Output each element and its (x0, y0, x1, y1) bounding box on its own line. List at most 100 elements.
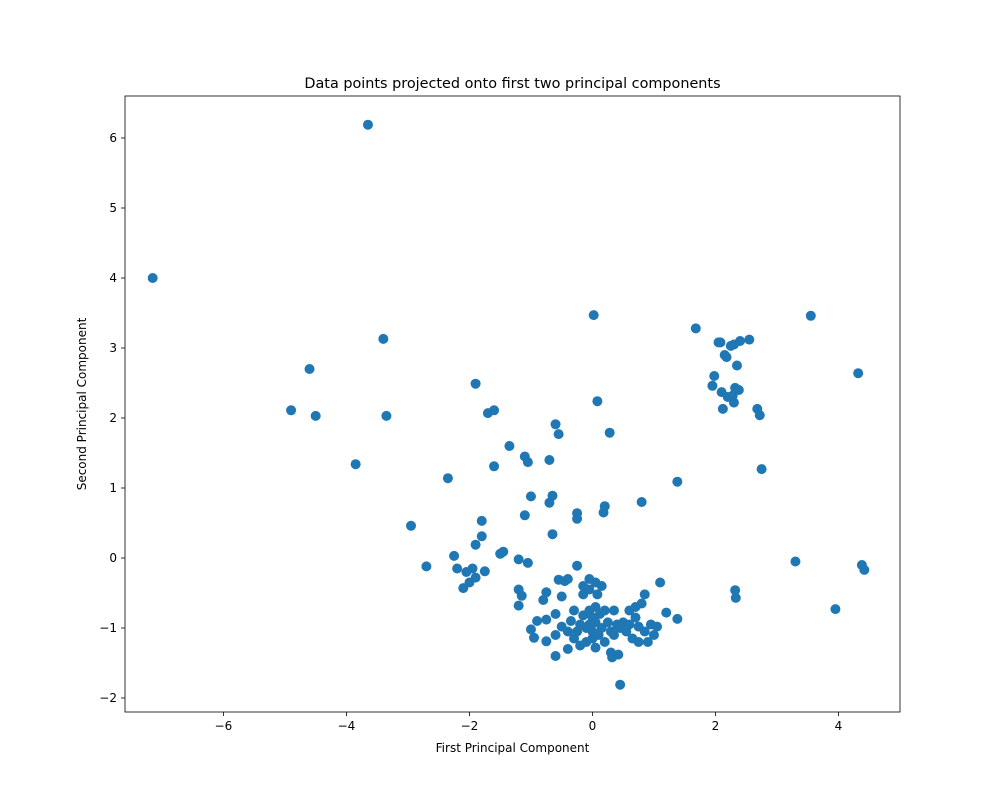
data-point (541, 614, 552, 625)
data-point (709, 371, 720, 381)
data-point (636, 497, 647, 507)
data-points (147, 119, 870, 690)
data-point (733, 385, 744, 395)
data-point (715, 337, 726, 348)
y-axis-ticks: −2 −1 0 1 2 3 4 5 6 (99, 131, 125, 705)
data-point (547, 529, 558, 540)
data-point (562, 626, 573, 637)
data-point (604, 427, 615, 438)
x-tick-label: 0 (589, 719, 597, 733)
data-point (550, 651, 561, 661)
data-point (476, 531, 487, 542)
data-point (304, 364, 315, 374)
data-point (522, 457, 533, 468)
data-point (655, 577, 666, 588)
data-point (569, 605, 580, 616)
x-tick-label: −4 (338, 719, 356, 733)
data-point (286, 405, 297, 416)
data-point (588, 310, 599, 321)
data-point (452, 563, 463, 574)
data-point (467, 563, 478, 574)
data-point (805, 310, 816, 321)
data-point (830, 604, 841, 615)
data-point (519, 510, 530, 521)
data-point (592, 589, 603, 600)
data-point (565, 616, 576, 626)
data-point (853, 368, 864, 379)
data-point (470, 539, 481, 550)
data-point (602, 617, 613, 628)
y-tick-label: 6 (109, 131, 117, 145)
data-point (756, 464, 767, 475)
data-point (541, 587, 552, 598)
data-point (381, 410, 392, 421)
y-tick-label: −2 (99, 691, 117, 705)
data-point (639, 589, 650, 600)
data-point (735, 336, 746, 346)
data-point (572, 513, 583, 524)
data-point (547, 490, 558, 501)
data-point (652, 621, 663, 632)
data-point (592, 396, 603, 407)
data-point (147, 273, 158, 283)
y-tick-label: 2 (109, 411, 117, 425)
data-point (744, 334, 755, 345)
data-point (642, 637, 653, 647)
y-tick-label: 3 (109, 341, 117, 355)
data-point (553, 429, 564, 440)
data-point (613, 649, 624, 660)
plot-area (124, 95, 901, 713)
data-point (608, 630, 619, 640)
data-point (538, 595, 549, 605)
data-point (489, 405, 500, 416)
data-point (541, 636, 552, 647)
data-point (690, 323, 701, 334)
data-point (449, 550, 460, 561)
data-point (378, 333, 389, 344)
data-point (550, 630, 561, 640)
data-point (596, 581, 607, 591)
data-point (562, 644, 573, 654)
data-point (525, 624, 536, 635)
data-point (529, 632, 540, 643)
data-point (599, 501, 610, 512)
data-point (730, 592, 741, 603)
data-point (661, 607, 672, 618)
data-point (470, 378, 481, 389)
data-point (608, 605, 619, 616)
data-point (584, 584, 595, 595)
data-point (732, 360, 743, 371)
axes-frame (124, 95, 901, 713)
data-point (476, 515, 487, 526)
x-tick-label: 2 (712, 719, 720, 733)
y-axis-label: Second Principal Component (75, 317, 89, 490)
y-tick-label: 1 (109, 481, 117, 495)
data-point (636, 598, 647, 609)
data-point (310, 410, 321, 421)
y-tick-label: −1 (99, 621, 117, 635)
data-point (489, 461, 500, 472)
data-point (406, 520, 417, 531)
data-point (504, 441, 515, 451)
data-point (442, 473, 453, 484)
data-point (479, 566, 490, 577)
data-point (362, 119, 373, 130)
data-point (572, 560, 583, 571)
data-point (728, 397, 739, 408)
data-point (624, 619, 635, 630)
data-point (513, 554, 524, 565)
data-point (544, 455, 555, 465)
data-point (730, 585, 741, 596)
data-point (350, 459, 361, 470)
data-point (522, 557, 533, 568)
data-point (599, 605, 610, 616)
data-point (550, 609, 561, 619)
data-point (707, 380, 718, 391)
data-point (421, 561, 432, 572)
x-tick-label: −6 (215, 719, 233, 733)
data-point (516, 590, 527, 601)
data-point (525, 491, 536, 502)
data-point (639, 626, 650, 637)
